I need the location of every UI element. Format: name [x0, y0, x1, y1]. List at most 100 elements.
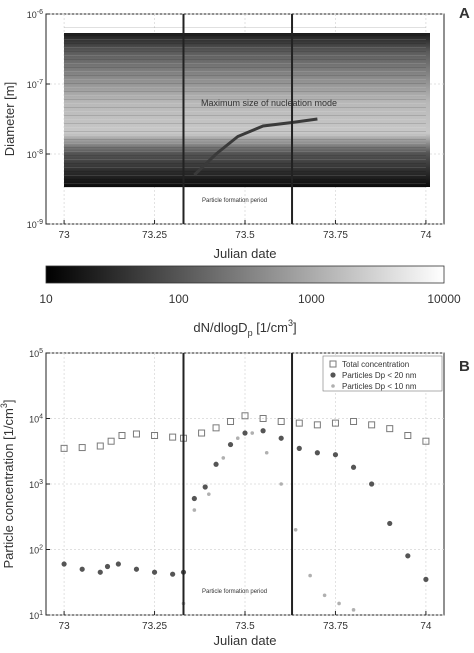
ytick-label-a-2-base: 10: [27, 80, 37, 90]
colorbar-ticks: 10 100 1000 10000: [39, 292, 461, 306]
dp10-point-9: [308, 573, 312, 578]
dp20-point-15: [278, 435, 284, 441]
xtick-label-b-2: 73.5: [235, 621, 255, 632]
total-point-4: [118, 432, 126, 440]
dp20-point-21: [387, 520, 393, 527]
panel-b-series: [60, 412, 430, 612]
dp10-point-4: [235, 436, 240, 441]
panel-b-frame: [45, 352, 445, 616]
ytick-label-a-2-exp: -7: [37, 79, 43, 86]
total-point-7: [169, 433, 177, 441]
annotation-formation-period-a: Particle formation period: [202, 198, 267, 204]
ytick-label-b-0-base: 10: [29, 611, 39, 621]
dp20-point-2: [97, 569, 103, 575]
colorbar-tick-label-3: 10000: [427, 292, 461, 306]
ytick-label-b-3-base: 10: [29, 415, 39, 425]
dp20-point-4: [115, 561, 121, 567]
dp20-point-3: [104, 563, 111, 570]
legend-marker-total: [329, 360, 337, 368]
legend: Total concentration Particles Dp < 20 nm P…: [322, 355, 443, 392]
series-1: [61, 428, 429, 582]
legend-label-1: Particles Dp < 20 nm: [342, 371, 417, 380]
panel-b-ylabel: Particle concentration [1/cm3]: [0, 399, 16, 568]
total-point-1: [78, 444, 86, 452]
panel-b-ylabel-exp: 3: [0, 403, 9, 408]
dp20-point-5: [133, 566, 140, 572]
colorbar-tick-label-1: 100: [169, 292, 189, 306]
colorbar-tick-label-2: 1000: [298, 292, 325, 306]
total-point-14: [277, 417, 285, 425]
panel-b-ylabel-end: ]: [1, 399, 16, 403]
ytick-label-a-3-exp: -6: [37, 9, 43, 16]
xtick-label-b-3: 73.75: [323, 621, 348, 632]
xtick-label-b-0: 73: [59, 621, 71, 632]
panel-b-ylabel-main: Particle concentration [1/cm: [1, 408, 16, 568]
ytick-label-b-2-exp: 3: [39, 479, 43, 486]
dp20-point-16: [296, 445, 302, 451]
total-point-0: [60, 444, 68, 452]
dp20-point-14: [260, 428, 266, 434]
dp10-point-7: [279, 482, 283, 486]
dp20-point-20: [369, 481, 375, 487]
total-point-3: [107, 437, 115, 445]
dp20-point-11: [213, 461, 219, 467]
dp10-point-10: [322, 593, 327, 598]
ytick-label-b-4-exp: 5: [39, 348, 43, 355]
ytick-label-a-1-base: 10: [27, 150, 37, 160]
total-point-17: [331, 419, 339, 427]
xtick-label-b-4: 74: [420, 621, 432, 632]
annotation-formation-period-b: Particle formation period: [202, 589, 267, 595]
panel-label-b: B: [459, 358, 470, 375]
ytick-label-a-0: 10-9: [27, 219, 43, 230]
total-point-6: [151, 432, 159, 440]
heatmap-image: [64, 33, 430, 187]
colorbar-label-sub: p: [248, 328, 253, 338]
colorbar-label-unit: [1/cm: [253, 320, 288, 335]
dp20-point-13: [242, 430, 248, 436]
ytick-label-b-1: 102: [29, 545, 43, 556]
ytick-label-a-3-base: 10: [27, 10, 37, 20]
dp10-point-8: [293, 527, 298, 532]
dp20-point-6: [151, 569, 158, 575]
dp10-point-1: [192, 508, 197, 512]
ytick-label-b-0-exp: 1: [39, 610, 43, 617]
ytick-label-b-4-base: 10: [29, 349, 39, 359]
ytick-label-a-1: 10-8: [27, 149, 43, 160]
ytick-label-b-0: 101: [29, 610, 43, 621]
total-point-20: [386, 425, 394, 433]
total-point-13: [259, 415, 267, 422]
panel-b-vlines: [182, 353, 294, 615]
total-point-21: [404, 432, 412, 440]
dp20-point-22: [405, 553, 411, 559]
dp20-point-10: [202, 484, 208, 490]
panel-a-vlines: [182, 14, 294, 224]
total-point-16: [313, 421, 321, 429]
total-point-22: [422, 437, 430, 445]
dp10-point-11: [337, 601, 341, 606]
total-point-15: [295, 419, 303, 427]
total-point-5: [132, 430, 140, 438]
ytick-label-a-0-exp: -9: [37, 219, 43, 226]
panel-b-xticks: 73 73.25 73.5 73.75 74: [59, 611, 432, 632]
colorbar: 10 100 1000 10000 dN/dlogDp [1/cm3]: [39, 265, 461, 338]
total-point-2: [96, 442, 104, 450]
legend-marker-dp20: [330, 372, 336, 378]
colorbar-tick-label-0: 10: [39, 292, 53, 306]
ytick-label-b-2: 103: [29, 479, 43, 490]
dp10-point-2: [207, 492, 211, 496]
total-point-11: [227, 417, 235, 425]
ytick-label-b-1-base: 10: [29, 546, 39, 556]
xtick-label-a-2: 73.5: [235, 230, 255, 241]
dp20-point-18: [332, 452, 339, 458]
panel-b-xlabel: Julian date: [214, 633, 277, 648]
heatmap-stripes: [64, 27, 426, 192]
ytick-label-b-1-exp: 2: [39, 545, 43, 552]
panel-a-yticks: 10-910-810-710-6: [27, 9, 50, 230]
dp20-point-17: [314, 450, 320, 456]
dp10-point-3: [221, 456, 226, 460]
panel-label-a: A: [459, 5, 470, 22]
dp20-point-7: [170, 571, 176, 577]
series-2: [181, 431, 356, 612]
